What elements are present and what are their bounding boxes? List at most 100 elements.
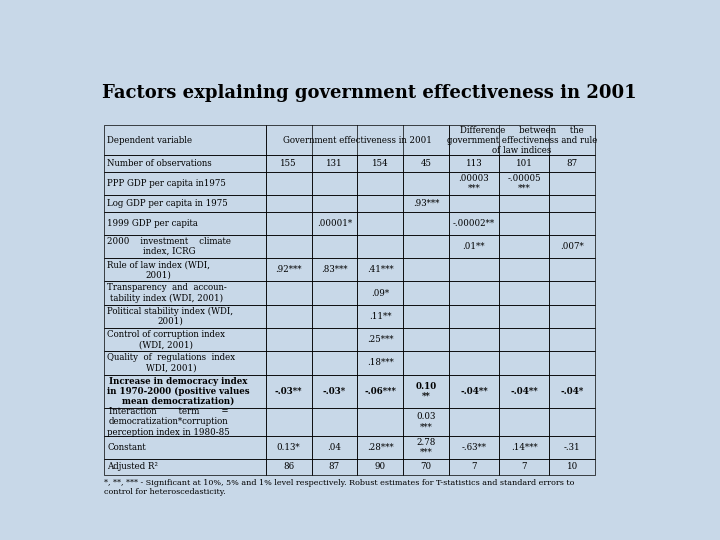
Bar (549, 305, 595, 328)
Text: 87: 87 (329, 462, 340, 471)
Bar (499, 281, 549, 305)
Bar (312, 458, 357, 475)
Text: 7: 7 (521, 462, 527, 471)
Text: 7: 7 (471, 462, 477, 471)
Text: -.31: -.31 (564, 443, 580, 452)
Text: Government effectiveness in 2001: Government effectiveness in 2001 (283, 136, 432, 145)
Text: Factors explaining government effectiveness in 2001: Factors explaining government effectiven… (102, 84, 636, 102)
Bar (266, 305, 312, 328)
Bar (312, 195, 357, 212)
Bar (266, 408, 312, 436)
Bar (499, 195, 549, 212)
Bar (449, 352, 499, 375)
Bar (266, 125, 449, 155)
Bar (312, 281, 357, 305)
Text: .92***: .92*** (275, 265, 302, 274)
Text: 90: 90 (374, 462, 386, 471)
Bar (449, 436, 499, 458)
Bar (357, 195, 403, 212)
Bar (499, 212, 549, 235)
Text: .09*: .09* (371, 288, 390, 298)
Bar (549, 436, 595, 458)
Text: 70: 70 (420, 462, 431, 471)
Bar (549, 458, 595, 475)
Bar (357, 352, 403, 375)
Text: -.04**: -.04** (510, 387, 538, 396)
Bar (403, 235, 449, 258)
Bar (104, 375, 266, 408)
Bar (312, 436, 357, 458)
Bar (266, 375, 312, 408)
Bar (266, 281, 312, 305)
Bar (549, 172, 595, 195)
Text: -.06***: -.06*** (364, 387, 396, 396)
Bar (549, 155, 595, 172)
Bar (549, 352, 595, 375)
Bar (104, 195, 266, 212)
Bar (403, 258, 449, 281)
Text: -.04**: -.04** (460, 387, 487, 396)
Bar (312, 352, 357, 375)
Text: .11**: .11** (369, 312, 392, 321)
Bar (449, 235, 499, 258)
Bar (403, 328, 449, 352)
Text: 2.78
***: 2.78 *** (416, 438, 436, 457)
Bar (449, 155, 499, 172)
Bar (499, 458, 549, 475)
Bar (357, 375, 403, 408)
Bar (449, 305, 499, 328)
Bar (312, 212, 357, 235)
Bar (549, 281, 595, 305)
Text: -.00005
***: -.00005 *** (508, 174, 541, 193)
Bar (549, 375, 595, 408)
Bar (403, 375, 449, 408)
Bar (449, 195, 499, 212)
Bar (403, 172, 449, 195)
Bar (104, 172, 266, 195)
Bar (104, 305, 266, 328)
Bar (499, 436, 549, 458)
Text: Dependent variable: Dependent variable (107, 136, 192, 145)
Text: 155: 155 (280, 159, 297, 168)
Bar (104, 125, 266, 155)
Bar (266, 352, 312, 375)
Bar (312, 155, 357, 172)
Text: 0.10
**: 0.10 ** (415, 382, 436, 401)
Bar (357, 328, 403, 352)
Bar (449, 172, 499, 195)
Bar (357, 212, 403, 235)
Text: -.00002**: -.00002** (453, 219, 495, 228)
Bar (499, 408, 549, 436)
Text: .18***: .18*** (366, 359, 394, 367)
Bar (266, 172, 312, 195)
Text: .83***: .83*** (321, 265, 348, 274)
Bar (357, 155, 403, 172)
Bar (449, 375, 499, 408)
Bar (449, 408, 499, 436)
Bar (266, 212, 312, 235)
Text: .00003
***: .00003 *** (459, 174, 489, 193)
Text: Increase in democracy index
in 1970-2000 (positive values
mean democratization): Increase in democracy index in 1970-2000… (107, 376, 250, 406)
Bar (357, 305, 403, 328)
Bar (449, 328, 499, 352)
Bar (104, 155, 266, 172)
Text: .14***: .14*** (510, 443, 537, 452)
Bar (104, 436, 266, 458)
Bar (104, 212, 266, 235)
Bar (312, 172, 357, 195)
Bar (449, 281, 499, 305)
Bar (403, 436, 449, 458)
Bar (449, 458, 499, 475)
Bar (312, 305, 357, 328)
Bar (403, 281, 449, 305)
Text: .007*: .007* (560, 242, 584, 251)
Bar (104, 258, 266, 281)
Bar (403, 195, 449, 212)
Text: Quality  of  regulations  index
WDI, 2001): Quality of regulations index WDI, 2001) (107, 353, 235, 373)
Bar (449, 125, 595, 155)
Bar (104, 235, 266, 258)
Text: -.04*: -.04* (560, 387, 584, 396)
Bar (403, 352, 449, 375)
Bar (357, 436, 403, 458)
Text: Constant: Constant (107, 443, 146, 452)
